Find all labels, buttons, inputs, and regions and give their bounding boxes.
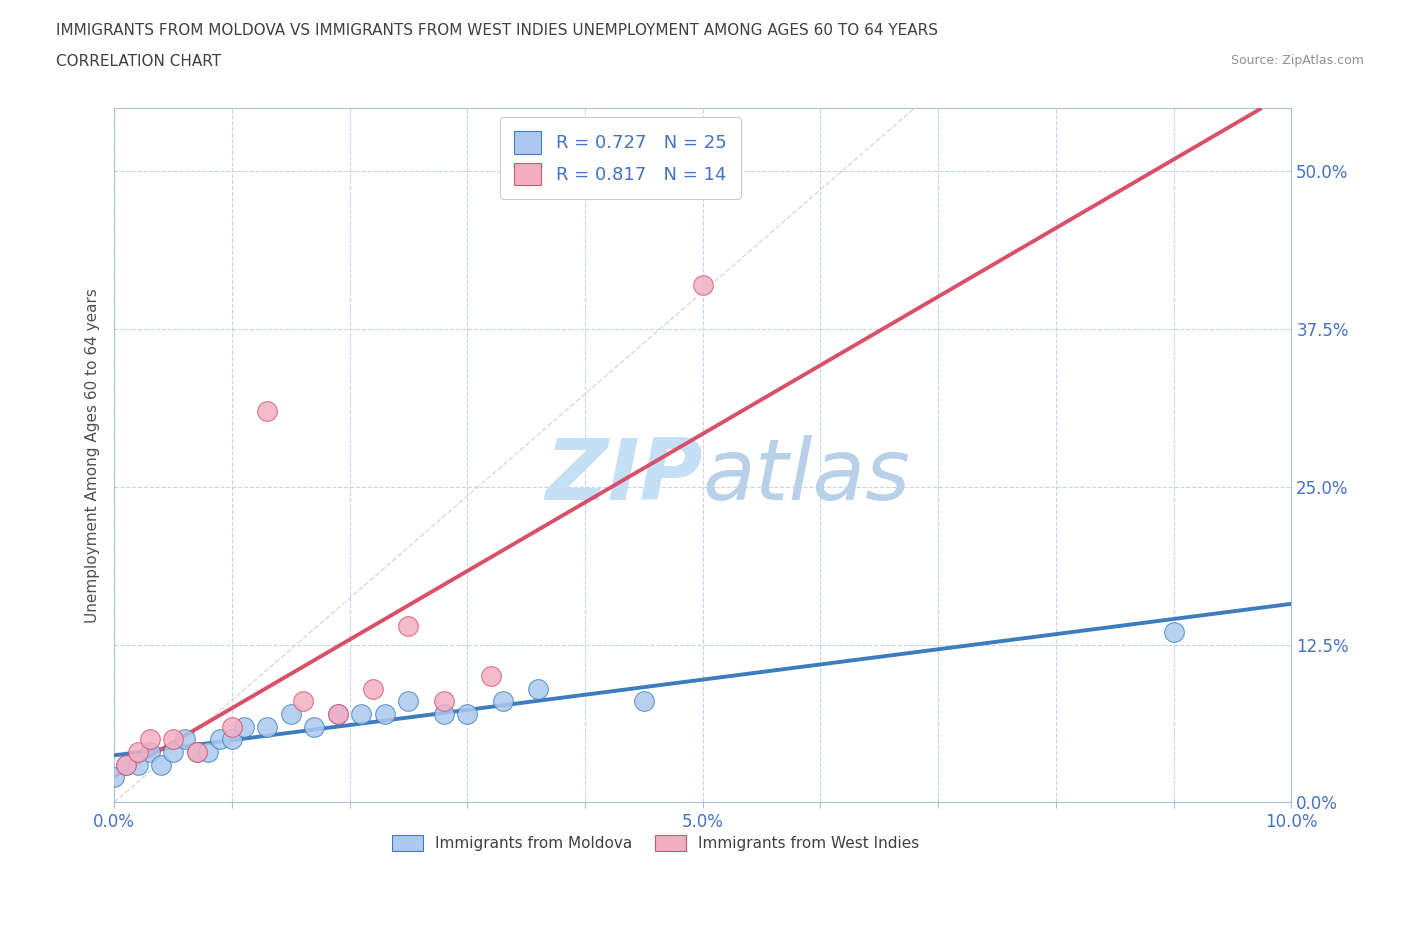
Point bbox=[138, 732, 160, 747]
Text: CORRELATION CHART: CORRELATION CHART bbox=[56, 54, 221, 69]
Point bbox=[350, 707, 373, 722]
Point bbox=[186, 744, 208, 759]
Point bbox=[291, 694, 314, 709]
Text: IMMIGRANTS FROM MOLDOVA VS IMMIGRANTS FROM WEST INDIES UNEMPLOYMENT AMONG AGES 6: IMMIGRANTS FROM MOLDOVA VS IMMIGRANTS FR… bbox=[56, 23, 938, 38]
Point bbox=[162, 732, 184, 747]
Point bbox=[456, 707, 478, 722]
Point bbox=[398, 618, 420, 633]
Point bbox=[127, 744, 149, 759]
Legend: Immigrants from Moldova, Immigrants from West Indies: Immigrants from Moldova, Immigrants from… bbox=[387, 829, 925, 857]
Y-axis label: Unemployment Among Ages 60 to 64 years: Unemployment Among Ages 60 to 64 years bbox=[86, 287, 100, 622]
Point bbox=[186, 744, 208, 759]
Point bbox=[103, 770, 125, 785]
Point bbox=[361, 682, 384, 697]
Point bbox=[256, 404, 278, 418]
Point bbox=[433, 707, 456, 722]
Point bbox=[479, 669, 502, 684]
Point bbox=[433, 694, 456, 709]
Point bbox=[280, 707, 302, 722]
Text: atlas: atlas bbox=[703, 434, 911, 517]
Point bbox=[221, 719, 243, 734]
Point bbox=[692, 277, 714, 292]
Point bbox=[209, 732, 232, 747]
Point bbox=[138, 744, 160, 759]
Point bbox=[1163, 625, 1185, 640]
Point bbox=[326, 707, 349, 722]
Text: ZIP: ZIP bbox=[546, 434, 703, 517]
Point bbox=[173, 732, 195, 747]
Point bbox=[162, 744, 184, 759]
Point bbox=[115, 757, 138, 772]
Point bbox=[492, 694, 515, 709]
Point bbox=[256, 719, 278, 734]
Point bbox=[150, 757, 173, 772]
Point bbox=[374, 707, 396, 722]
Text: Source: ZipAtlas.com: Source: ZipAtlas.com bbox=[1230, 54, 1364, 67]
Point bbox=[398, 694, 420, 709]
Point bbox=[326, 707, 349, 722]
Point bbox=[527, 682, 550, 697]
Point bbox=[232, 719, 254, 734]
Point bbox=[115, 757, 138, 772]
Point bbox=[197, 744, 219, 759]
Point bbox=[304, 719, 326, 734]
Point bbox=[221, 732, 243, 747]
Point bbox=[127, 757, 149, 772]
Point bbox=[633, 694, 655, 709]
